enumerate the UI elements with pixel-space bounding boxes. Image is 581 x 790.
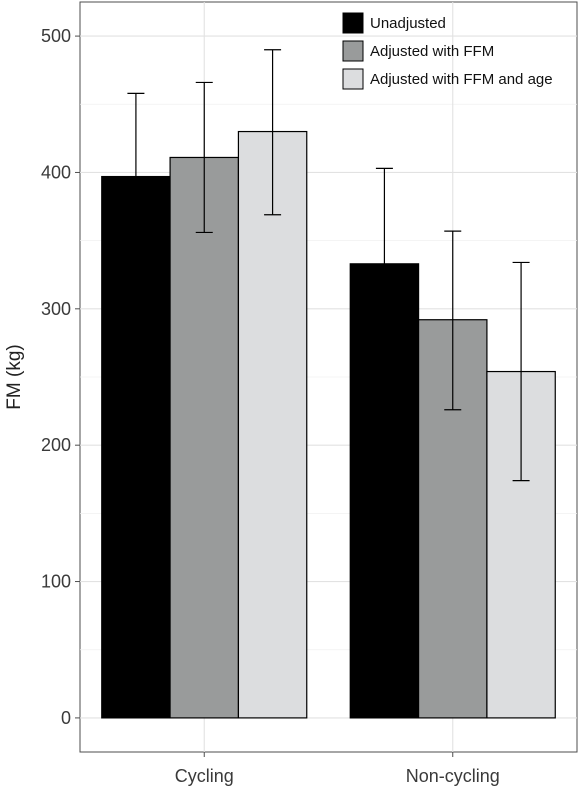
y-axis: 0 100 200 300 400 500: [41, 26, 80, 728]
legend-label: Adjusted with FFM: [370, 43, 494, 60]
bar: [169, 156, 240, 719]
legend-key: [342, 68, 364, 90]
x-tick-label: Non-cycling: [406, 766, 500, 786]
error-bars: [127, 49, 530, 482]
legend: Unadjusted Adjusted with FFM Adjusted with…: [342, 12, 553, 90]
x-tick-label: Cycling: [175, 766, 234, 786]
x-axis: Cycling Non-cycling: [175, 752, 500, 786]
bars: [101, 130, 556, 719]
y-tick-label: 500: [41, 26, 71, 46]
y-tick-label: 400: [41, 162, 71, 182]
y-tick-label: 0: [61, 708, 71, 728]
legend-label: Adjusted with FFM and age: [370, 71, 553, 88]
legend-key: [342, 40, 364, 62]
legend-label: Unadjusted: [370, 15, 446, 32]
y-axis-title: FM (kg): [4, 344, 25, 409]
bar: [237, 130, 308, 719]
legend-key: [342, 12, 364, 34]
y-tick-label: 200: [41, 435, 71, 455]
y-tick-label: 100: [41, 572, 71, 592]
y-tick-label: 300: [41, 299, 71, 319]
